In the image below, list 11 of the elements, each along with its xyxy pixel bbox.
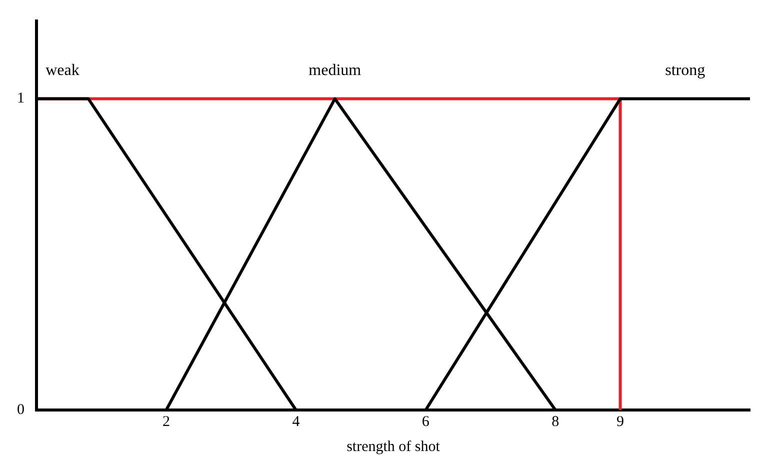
y-tick-label: 0 xyxy=(17,402,24,418)
x-tick-label: 2 xyxy=(162,414,170,430)
x-tick-label: 8 xyxy=(552,414,560,430)
y-tick-label: 1 xyxy=(17,90,24,107)
x-tick-label: 9 xyxy=(616,414,624,430)
series-label: weak xyxy=(46,62,80,80)
series-label: strong xyxy=(665,62,706,80)
x-tick-label: 4 xyxy=(292,414,300,430)
series-label: medium xyxy=(308,62,362,80)
x-axis-title: strength of shot xyxy=(346,438,441,455)
x-tick-label: 6 xyxy=(422,414,430,430)
